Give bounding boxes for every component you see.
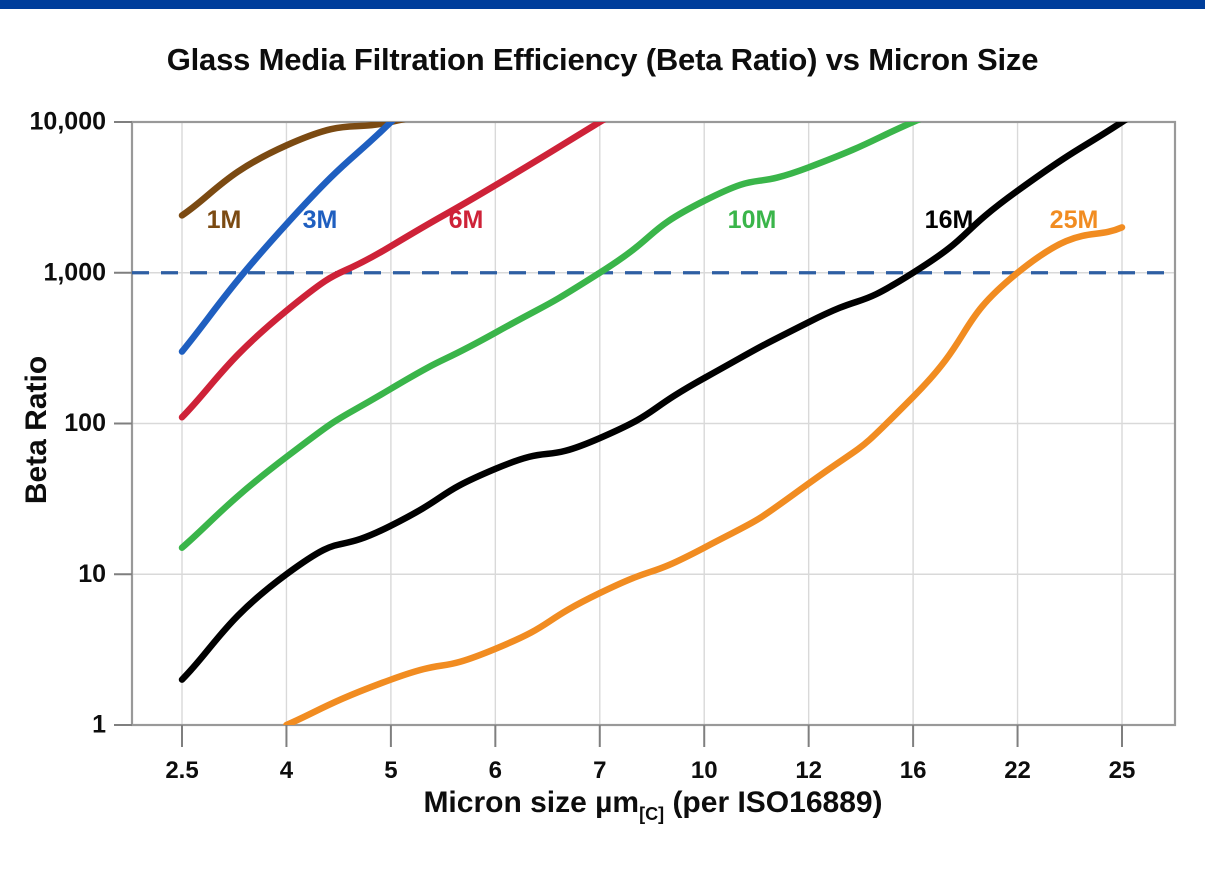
y-axis-title: Beta Ratio: [20, 356, 53, 504]
x-axis-title-subscript: [C]: [639, 804, 664, 824]
series-curves: [178, 122, 1128, 725]
series-label-3m: 3M: [303, 206, 338, 234]
y-tick-label: 10,000: [30, 108, 106, 136]
series-label-16m: 16M: [925, 206, 974, 234]
series-label-25m: 25M: [1050, 206, 1099, 234]
y-tick-label: 10: [78, 560, 106, 588]
series-line-16m: [178, 122, 1128, 683]
x-tick-label: 4: [280, 757, 294, 784]
series-line-25m: [283, 224, 1126, 725]
series-label-6m: 6M: [449, 206, 484, 234]
x-tick-label: 12: [795, 757, 822, 784]
y-axis-ticks: [114, 121, 132, 726]
y-axis-tick-labels: 10,000 1,000 100 10 1: [30, 108, 107, 739]
x-tick-label: 10: [691, 757, 718, 784]
x-axis-ticks: [181, 725, 1123, 747]
series-line-6m: [178, 122, 607, 421]
series-line-1m: [178, 122, 406, 219]
x-tick-label: 5: [384, 757, 397, 784]
x-axis-tick-labels: 2.5 4 5 6 7 10 12 16 22 25: [165, 757, 1135, 784]
series-line-3m: [178, 122, 396, 355]
x-axis-title-suffix: (per ISO16889): [664, 786, 882, 819]
x-axis-title: Micron size µm[C] (per ISO16889): [423, 786, 882, 824]
series-label-10m: 10M: [728, 206, 777, 234]
top-accent-bar: [0, 0, 1205, 9]
y-tick-label: 1,000: [43, 258, 106, 286]
series-inline-labels: 1M 3M 6M 10M 16M 25M: [207, 206, 1099, 234]
x-tick-label: 22: [1004, 757, 1031, 784]
x-tick-label: 2.5: [165, 757, 198, 784]
chart-title: Glass Media Filtration Efficiency (Beta …: [166, 42, 1039, 77]
series-label-1m: 1M: [207, 206, 242, 234]
x-axis-title-main: Micron size µm: [423, 786, 639, 819]
y-tick-label: 100: [64, 409, 106, 437]
x-tick-label: 16: [900, 757, 927, 784]
x-tick-label: 6: [489, 757, 502, 784]
y-gridlines: [132, 272, 1175, 575]
x-gridlines: [181, 122, 1123, 725]
y-tick-label: 1: [92, 711, 106, 739]
series-line-10m: [178, 122, 922, 551]
x-tick-label: 7: [593, 757, 606, 784]
x-tick-label: 25: [1109, 757, 1136, 784]
